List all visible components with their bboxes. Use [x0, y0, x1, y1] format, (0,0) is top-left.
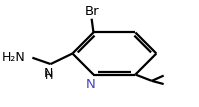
Text: N: N	[44, 67, 54, 80]
Text: N: N	[86, 78, 96, 91]
Text: Br: Br	[84, 5, 99, 18]
Text: H: H	[45, 71, 53, 81]
Text: H₂N: H₂N	[2, 51, 26, 64]
